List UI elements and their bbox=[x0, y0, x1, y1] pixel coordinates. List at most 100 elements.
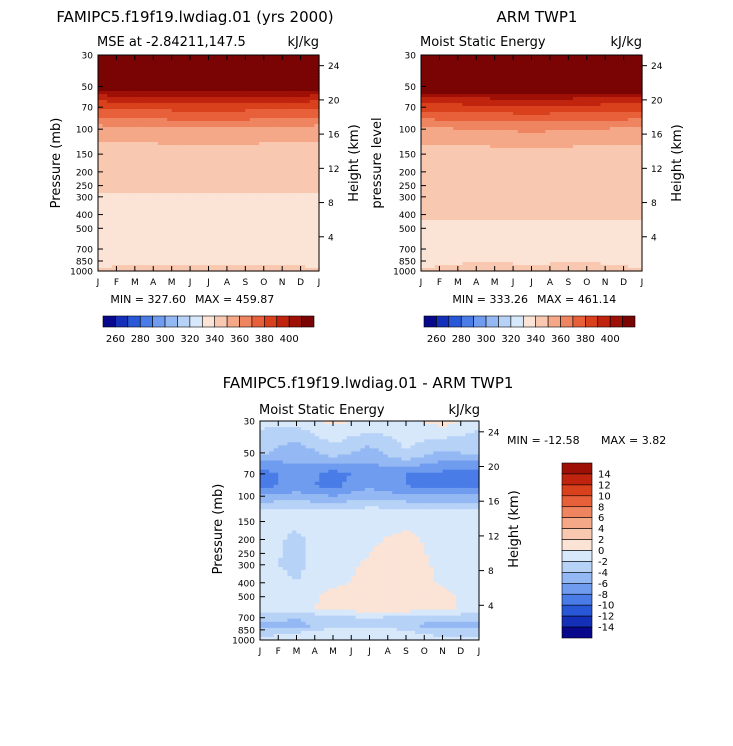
model-field-cell bbox=[111, 229, 118, 233]
model-field-cell bbox=[314, 67, 320, 71]
model-field-cell bbox=[121, 100, 127, 104]
model-field-cell bbox=[102, 226, 108, 230]
model-field-cell bbox=[291, 79, 297, 83]
model-field-cell bbox=[249, 214, 256, 218]
model-field-cell bbox=[180, 145, 187, 149]
model-field-cell bbox=[121, 238, 127, 242]
obs-field-cell bbox=[499, 256, 505, 260]
model-field-cell bbox=[305, 85, 311, 89]
model-field-cell bbox=[116, 145, 122, 149]
model-field-cell bbox=[185, 112, 191, 116]
model-field-cell bbox=[153, 55, 159, 59]
model-field-cell bbox=[268, 130, 274, 134]
model-field-cell bbox=[116, 163, 122, 167]
model-field-cell bbox=[144, 142, 150, 146]
model-field-cell bbox=[272, 238, 279, 242]
model-field-cell bbox=[199, 244, 205, 248]
model-field-cell bbox=[263, 217, 269, 221]
model-field-cell bbox=[309, 235, 315, 239]
obs-field-cell bbox=[467, 229, 473, 233]
obs-field-cell bbox=[425, 217, 431, 221]
obs-field-cell bbox=[448, 169, 454, 173]
obs-field-cell bbox=[453, 97, 459, 101]
model-field-cell bbox=[300, 112, 306, 116]
obs-field-cell bbox=[462, 73, 468, 77]
model-field-cell bbox=[263, 109, 269, 113]
obs-field-cell bbox=[467, 208, 473, 212]
obs-field-cell bbox=[430, 196, 436, 200]
model-field-cell bbox=[148, 205, 154, 209]
obs-field-cell bbox=[503, 151, 510, 155]
model-field-cell bbox=[111, 238, 118, 242]
model-field-cell bbox=[125, 223, 131, 227]
model-field-cell bbox=[254, 88, 260, 92]
model-field-cell bbox=[102, 241, 108, 245]
model-field-cell bbox=[139, 199, 145, 203]
obs-field-cell bbox=[480, 91, 487, 95]
model-field-cell bbox=[314, 160, 320, 164]
obs-field-cell bbox=[503, 82, 510, 86]
model-field-cell bbox=[125, 193, 131, 197]
model-field-cell bbox=[134, 193, 141, 197]
obs-field-cell bbox=[434, 82, 441, 86]
model-field-cell bbox=[249, 58, 256, 62]
model-field-cell bbox=[300, 88, 306, 92]
model-field-cell bbox=[194, 184, 200, 188]
model-field-cell bbox=[125, 178, 131, 182]
obs-field-cell bbox=[434, 151, 441, 155]
obs-field-cell bbox=[462, 82, 468, 86]
obs-field-cell bbox=[485, 76, 491, 80]
model-field-cell bbox=[190, 82, 196, 86]
model-field-cell bbox=[180, 253, 187, 257]
model-field-cell bbox=[291, 67, 297, 71]
model-field-cell bbox=[245, 265, 251, 269]
obs-field-cell bbox=[503, 205, 510, 209]
model-field-cell bbox=[259, 262, 265, 266]
model-field-cell bbox=[291, 160, 297, 164]
model-field-cell bbox=[130, 79, 136, 83]
model-field-cell bbox=[282, 67, 288, 71]
obs-field-cell bbox=[462, 91, 468, 95]
obs-field-cell bbox=[462, 88, 468, 92]
model-field-cell bbox=[107, 136, 113, 140]
obs-field-cell bbox=[476, 178, 482, 182]
obs-field-cell bbox=[480, 214, 487, 218]
obs-field-cell bbox=[453, 139, 459, 143]
obs-field-cell bbox=[425, 259, 431, 263]
obs-field-cell bbox=[480, 154, 487, 158]
model-field-cell bbox=[139, 232, 145, 236]
model-field-cell bbox=[263, 166, 269, 170]
model-field-cell bbox=[309, 268, 315, 272]
obs-field-cell bbox=[480, 118, 487, 122]
model-x-tick-label: D bbox=[297, 278, 304, 288]
model-field-cell bbox=[194, 178, 200, 182]
model-field-cell bbox=[162, 265, 168, 269]
model-field-cell bbox=[208, 163, 214, 167]
model-field-cell bbox=[213, 235, 219, 239]
obs-field-cell bbox=[467, 256, 473, 260]
model-field-cell bbox=[157, 214, 164, 218]
model-field-cell bbox=[176, 148, 182, 152]
model-field-cell bbox=[295, 124, 302, 128]
model-field-cell bbox=[217, 256, 223, 260]
model-field-cell bbox=[300, 109, 306, 113]
model-field-cell bbox=[130, 232, 136, 236]
model-field-cell bbox=[139, 106, 145, 110]
obs-field-cell bbox=[508, 64, 514, 68]
model-field-cell bbox=[116, 190, 122, 194]
model-field-cell bbox=[203, 172, 210, 176]
model-field-cell bbox=[291, 133, 297, 137]
model-field-cell bbox=[199, 253, 205, 257]
model-field-cell bbox=[245, 238, 251, 242]
obs-field-cell bbox=[444, 136, 450, 140]
model-field-cell bbox=[295, 136, 302, 140]
model-field-cell bbox=[240, 232, 246, 236]
model-field-cell bbox=[282, 232, 288, 236]
model-field-cell bbox=[300, 130, 306, 134]
model-field-cell bbox=[249, 199, 256, 203]
model-field-cell bbox=[240, 184, 246, 188]
model-field-cell bbox=[144, 163, 150, 167]
model-field-cell bbox=[111, 247, 118, 251]
model-field-cell bbox=[203, 88, 210, 92]
model-field-cell bbox=[199, 199, 205, 203]
